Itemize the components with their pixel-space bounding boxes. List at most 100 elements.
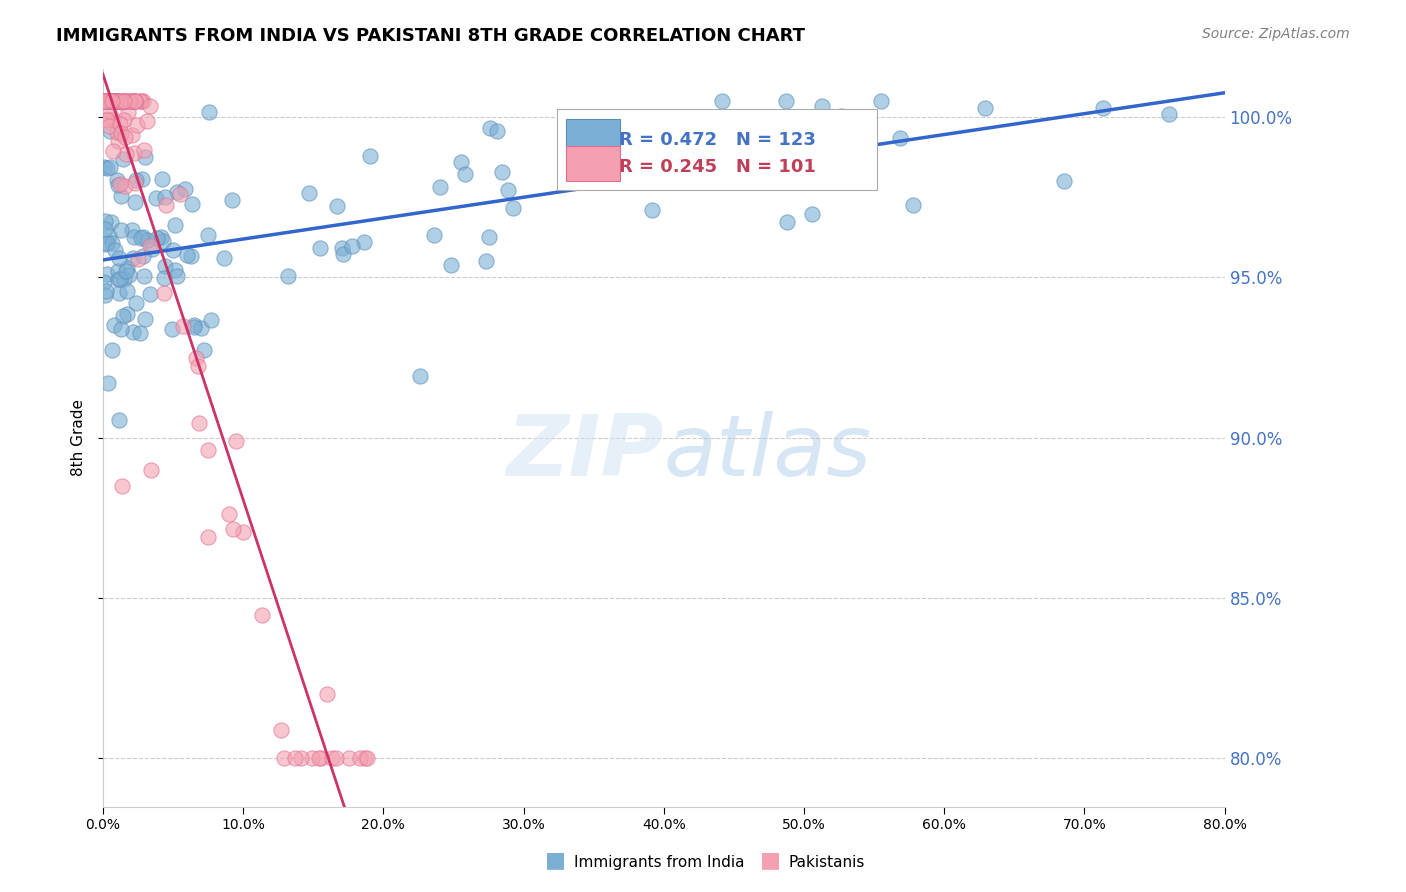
Point bbox=[110, 222, 132, 236]
Point bbox=[309, 751, 332, 765]
Point bbox=[152, 234, 174, 248]
Point bbox=[93, 276, 115, 290]
Point bbox=[112, 94, 135, 108]
Point bbox=[187, 416, 209, 430]
Point bbox=[93, 94, 115, 108]
Point bbox=[100, 215, 122, 229]
Point bbox=[422, 228, 444, 243]
Point bbox=[134, 312, 156, 326]
Point bbox=[108, 413, 131, 427]
Point bbox=[101, 112, 124, 126]
Point bbox=[132, 229, 155, 244]
Point bbox=[138, 99, 160, 113]
Point bbox=[903, 198, 925, 212]
Point bbox=[128, 94, 150, 108]
Point bbox=[277, 268, 299, 283]
Text: R = 0.245   N = 101: R = 0.245 N = 101 bbox=[619, 158, 815, 176]
Point bbox=[486, 123, 509, 137]
Text: ■: ■ bbox=[761, 850, 780, 870]
Text: Pakistanis: Pakistanis bbox=[789, 855, 865, 870]
Point bbox=[112, 94, 135, 108]
Point bbox=[111, 152, 134, 166]
Point bbox=[127, 118, 149, 132]
Point bbox=[222, 522, 245, 536]
Point bbox=[124, 95, 146, 109]
Text: Immigrants from India: Immigrants from India bbox=[574, 855, 744, 870]
Point bbox=[284, 751, 307, 765]
Point bbox=[112, 112, 135, 127]
Point bbox=[125, 173, 148, 187]
Point bbox=[107, 94, 129, 108]
Point bbox=[321, 751, 343, 765]
Point bbox=[108, 251, 131, 265]
Point bbox=[163, 219, 186, 233]
Point bbox=[93, 94, 115, 108]
Point bbox=[301, 751, 323, 765]
Point bbox=[107, 272, 129, 286]
Point bbox=[96, 161, 118, 175]
Point bbox=[290, 751, 312, 765]
Point bbox=[115, 94, 138, 108]
Point bbox=[110, 478, 132, 492]
Point bbox=[111, 95, 134, 110]
Point bbox=[145, 191, 167, 205]
Point bbox=[132, 95, 155, 109]
Text: IMMIGRANTS FROM INDIA VS PAKISTANI 8TH GRADE CORRELATION CHART: IMMIGRANTS FROM INDIA VS PAKISTANI 8TH G… bbox=[56, 27, 806, 45]
Point bbox=[134, 268, 156, 283]
Text: Source: ZipAtlas.com: Source: ZipAtlas.com bbox=[1202, 27, 1350, 41]
Point bbox=[150, 230, 173, 244]
Point bbox=[129, 231, 152, 245]
FancyBboxPatch shape bbox=[567, 120, 620, 155]
Point bbox=[96, 112, 118, 127]
Point bbox=[128, 252, 150, 267]
Point bbox=[98, 104, 121, 119]
Point bbox=[870, 94, 893, 108]
Point bbox=[502, 202, 524, 216]
Point bbox=[641, 202, 664, 217]
Point bbox=[309, 241, 332, 255]
Point bbox=[120, 94, 142, 108]
Point bbox=[349, 751, 371, 765]
Point bbox=[830, 109, 852, 123]
Point bbox=[152, 270, 174, 285]
Point bbox=[132, 249, 155, 263]
Point bbox=[121, 128, 143, 143]
Point bbox=[131, 172, 153, 186]
Point bbox=[152, 285, 174, 300]
Point bbox=[155, 198, 177, 212]
Point bbox=[131, 94, 153, 108]
Point bbox=[166, 268, 188, 283]
Point bbox=[160, 321, 183, 335]
Point bbox=[103, 94, 125, 108]
Point bbox=[478, 229, 501, 244]
Point bbox=[112, 271, 135, 285]
Point bbox=[104, 94, 127, 108]
Point bbox=[155, 190, 177, 204]
Point bbox=[316, 687, 339, 701]
Point bbox=[93, 94, 115, 108]
Point bbox=[197, 228, 219, 243]
Point bbox=[232, 525, 254, 540]
Point bbox=[429, 179, 451, 194]
Text: ZIP: ZIP bbox=[506, 411, 664, 494]
Point bbox=[101, 236, 124, 251]
Point bbox=[498, 183, 520, 197]
Point bbox=[124, 94, 146, 108]
Point bbox=[96, 267, 118, 281]
Y-axis label: 8th Grade: 8th Grade bbox=[72, 399, 86, 476]
Point bbox=[409, 368, 432, 383]
Point bbox=[117, 268, 139, 283]
Point bbox=[218, 508, 240, 522]
Point bbox=[98, 228, 121, 243]
Point bbox=[181, 197, 204, 211]
Point bbox=[198, 104, 221, 119]
Point bbox=[104, 94, 127, 108]
Point bbox=[141, 242, 163, 256]
Point bbox=[101, 145, 124, 159]
Point bbox=[748, 124, 770, 138]
Point bbox=[107, 94, 129, 108]
Point bbox=[98, 94, 121, 108]
Point bbox=[974, 101, 997, 115]
Point bbox=[103, 94, 125, 108]
Point bbox=[122, 251, 145, 265]
